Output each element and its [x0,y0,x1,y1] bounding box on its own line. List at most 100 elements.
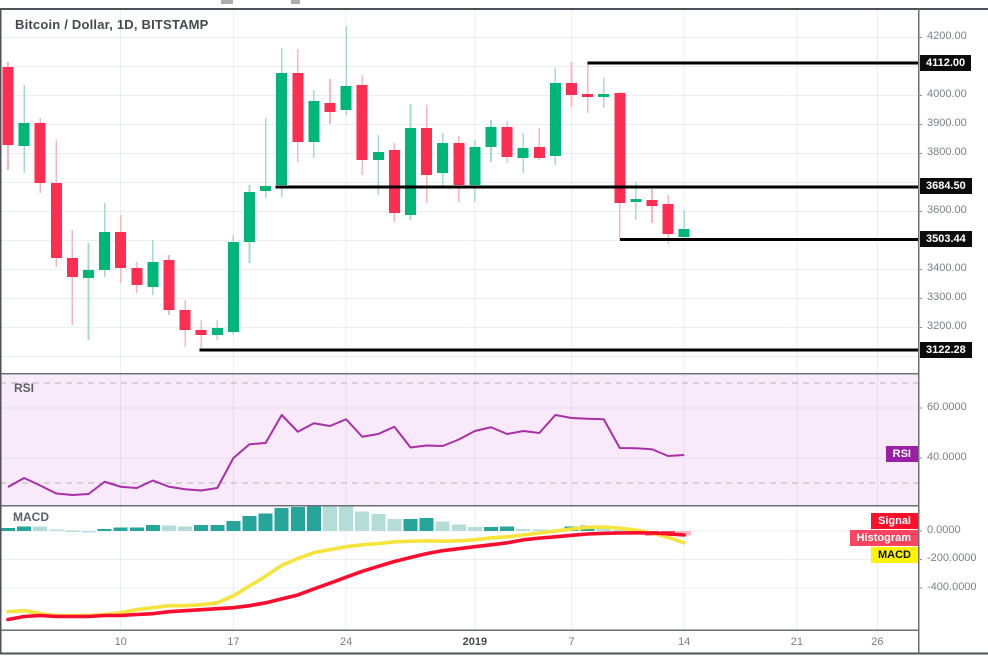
candle-body [630,199,642,203]
price-tick-label: 4200.00 [927,29,967,42]
macd-histogram-bar [226,521,241,531]
rsi-tick-label: 40.0000 [927,450,967,463]
candle-body [598,94,610,98]
rsi-tick-label: 60.0000 [927,400,967,413]
macd-histogram-bar [451,524,466,531]
time-tick-label: 24 [339,636,353,648]
candle-body [34,123,46,184]
macd-histogram-bar [17,526,32,531]
candle-body [662,203,674,235]
candle-body [147,261,159,287]
price-tick-label: 4000.00 [927,87,967,100]
candle-body [308,100,320,142]
candle-body [678,229,690,237]
time-tick-label: 17 [227,636,240,648]
rsi-line [7,414,685,496]
macd-histogram-bar [258,513,273,531]
histogram-indicator-badge: Histogram [849,530,918,546]
price-level-badge: 3684.50 [920,178,972,195]
macd-histogram-bar [419,517,434,531]
symbol-title: Bitcoin / Dollar, 1D, BITSTAMP [15,17,209,32]
macd-histogram-bar [387,519,402,531]
candle-body [485,127,497,148]
macd-histogram-bar [467,527,482,531]
candle-body [324,103,336,113]
candle-body [227,241,239,333]
macd-tick-label: -200.0000 [927,552,977,564]
cropped-toolbar-remnant [221,0,233,4]
macd-histogram-bar [435,521,450,531]
candle-body [244,192,255,242]
candle-body [340,85,352,110]
candle-body [566,83,577,95]
macd-histogram-bar [500,526,515,531]
macd-histogram-bar [194,525,209,531]
candle-body [614,92,626,204]
macd-histogram-bar [65,530,80,533]
candle-body [66,257,78,278]
candle-body [18,123,30,146]
macd-histogram-bar [33,526,48,531]
signal-indicator-badge: Signal [870,513,918,529]
macd-tick-label: -400.0000 [927,580,977,593]
macd-histogram-bar [145,525,160,531]
candle-body [260,185,272,191]
price-tick-label: 3600.00 [927,203,967,216]
candle-body [2,67,14,146]
candle-body [115,232,127,269]
macd-histogram-bar [210,525,225,531]
price-level-badge: 4112.00 [920,54,972,71]
macd-histogram-bar [290,506,305,531]
macd-histogram-bar [113,527,128,531]
time-tick-label: 2019 [462,636,488,648]
candle-body [501,127,513,157]
candle-body [517,147,529,159]
price-tick-label: 3300.00 [927,290,967,303]
macd-histogram-bar [532,529,547,532]
candle-body [469,147,481,186]
macd-histogram-bar [1,528,15,531]
macd-histogram-bar [81,530,96,533]
candle-body [388,150,400,213]
price-tick-label: 3400.00 [927,261,967,274]
macd-histogram-bar [162,525,176,531]
macd-pane-label: MACD [13,510,49,524]
candle-body [276,72,288,186]
price-level-badge: 3503.44 [920,230,972,247]
macd-histogram-bar [596,526,611,531]
time-tick-label: 7 [568,636,575,648]
price-tick-label: 3800.00 [927,145,967,158]
price-axis[interactable]: 4200.00 4000.00 3900.00 3800.00 3600.00 3400.… [918,0,988,664]
macd-histogram-bar [97,529,112,531]
time-tick-label: 14 [678,636,691,648]
rsi-indicator-badge: RSI [885,446,918,462]
macd-histogram-bar [274,508,289,531]
time-tick-label: 10 [114,636,127,648]
macd-histogram-bar [516,529,531,531]
macd-histogram-bar [677,531,692,536]
time-axis[interactable]: 10 17 24 2019 7 14 21 26 [0,630,918,654]
candle-body [356,85,368,161]
candle-body [372,152,384,161]
candle-body [405,127,416,215]
candle-body [646,199,658,206]
macd-histogram-bar [484,527,498,531]
candle-body [131,268,143,285]
candle-body [549,83,561,157]
macd-indicator-badge: MACD [871,547,918,563]
candle-body [437,143,449,173]
candle-body [292,72,304,142]
time-tick-label: 26 [871,636,884,648]
candle-body [533,147,545,159]
macd-histogram-bar [371,513,386,531]
signal-line [6,531,687,622]
price-level-badge: 3122.28 [920,341,972,358]
candle-body [163,259,175,311]
macd-histogram-bar [612,529,627,532]
macd-histogram-bar [178,526,193,531]
macd-histogram-bar [242,515,257,531]
candle-body [453,143,465,186]
macd-histogram-bar [129,527,144,531]
